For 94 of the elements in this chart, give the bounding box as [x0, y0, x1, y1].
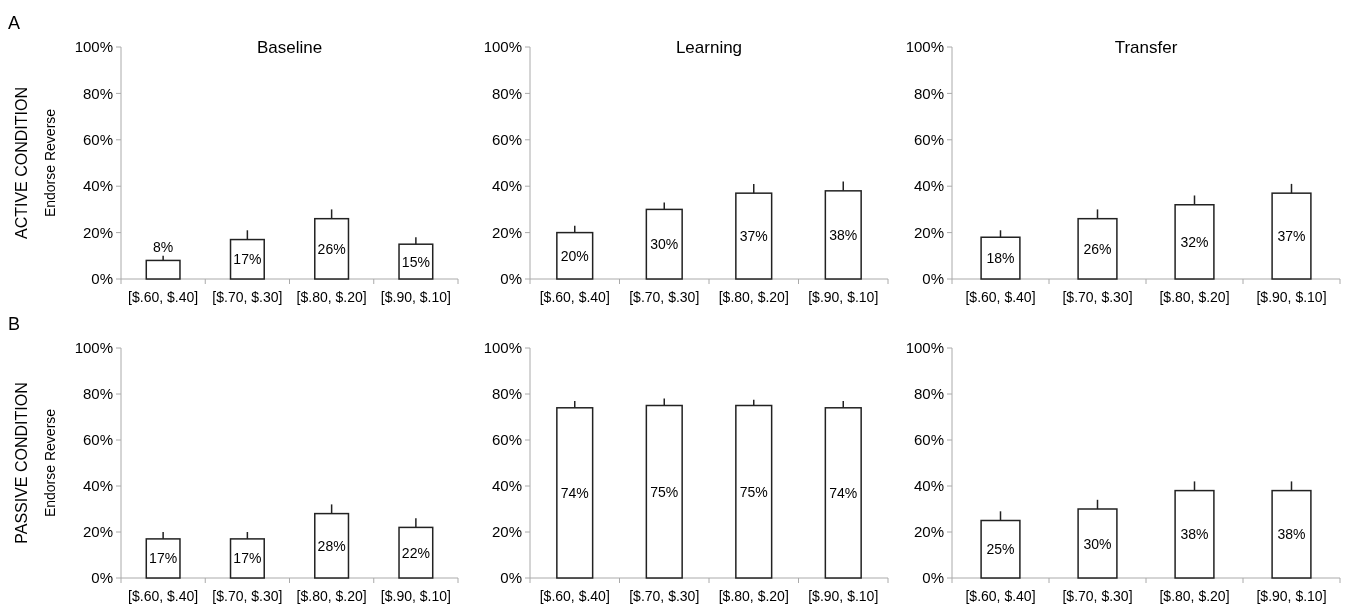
y-tick-label: 100% [905, 38, 944, 56]
data-label: 26% [317, 240, 346, 257]
y-tick-label: 60% [491, 431, 522, 449]
y-tick-label: 0% [500, 569, 522, 587]
x-tick-label: [$.80, $.20] [296, 588, 367, 604]
text: A [8, 13, 21, 33]
y-tick-label: 80% [491, 84, 522, 102]
data-label: 38% [1277, 526, 1306, 543]
y-tick-label: 20% [82, 523, 113, 541]
x-tick-label: [$.80, $.20] [1159, 588, 1230, 604]
y-tick-label: 40% [82, 477, 113, 495]
data-label: 17% [233, 251, 262, 268]
data-label: 17% [149, 550, 178, 567]
data-label: 25% [986, 541, 1015, 558]
y-tick-label: 80% [82, 385, 113, 403]
text: PASSIVE CONDITION [13, 382, 30, 544]
text: B [8, 314, 21, 334]
x-tick-label: [$.80, $.20] [718, 588, 789, 604]
data-label: 15% [401, 253, 430, 270]
y-tick-label: 20% [913, 523, 944, 541]
chart-title: Baseline [256, 38, 323, 57]
y-tick-label: 60% [82, 131, 113, 149]
data-label: 32% [1180, 233, 1209, 250]
data-label: 30% [1083, 535, 1112, 552]
y-tick-label: 20% [82, 223, 113, 241]
y-tick-label: 0% [500, 270, 522, 288]
x-tick-label: [$.60, $.40] [128, 588, 199, 604]
x-tick-label: [$.60, $.40] [539, 588, 610, 604]
y-tick-label: 0% [922, 270, 944, 288]
y-tick-label: 100% [905, 339, 944, 357]
x-tick-label: [$.70, $.30] [629, 588, 700, 604]
data-label: 75% [650, 483, 679, 500]
data-label: 22% [401, 544, 430, 561]
x-tick-label: [$.90, $.10] [1256, 588, 1327, 604]
x-tick-label: [$.90, $.10] [1256, 289, 1327, 305]
y-tick-label: 60% [913, 131, 944, 149]
y-tick-label: 0% [922, 569, 944, 587]
data-label: 8% [153, 239, 174, 256]
x-tick-label: [$.80, $.20] [718, 289, 789, 305]
x-tick-label: [$.80, $.20] [1159, 289, 1230, 305]
x-tick-label: [$.70, $.30] [212, 588, 283, 604]
data-label: 28% [317, 537, 346, 554]
x-tick-label: [$.70, $.30] [212, 289, 283, 305]
data-label: 37% [1277, 228, 1306, 245]
y-tick-label: 100% [483, 339, 522, 357]
y-tick-label: 60% [913, 431, 944, 449]
y-tick-label: 20% [491, 223, 522, 241]
y-tick-label: 40% [491, 477, 522, 495]
data-label: 74% [829, 484, 858, 501]
x-tick-label: [$.60, $.40] [965, 289, 1036, 305]
y-tick-label: 60% [491, 131, 522, 149]
x-tick-label: [$.60, $.40] [539, 289, 610, 305]
data-label: 74% [560, 484, 589, 501]
y-tick-label: 40% [913, 177, 944, 195]
data-label: 75% [739, 483, 768, 500]
x-tick-label: [$.90, $.10] [380, 289, 451, 305]
chart-title: Transfer [1114, 38, 1178, 57]
data-label: 37% [739, 228, 768, 245]
y-tick-label: 20% [491, 523, 522, 541]
y-tick-label: 0% [91, 569, 113, 587]
data-label: 18% [986, 250, 1015, 267]
y-axis-title: Endorse Reverse [42, 108, 58, 218]
x-tick-label: [$.60, $.40] [128, 289, 199, 305]
y-tick-label: 80% [913, 385, 944, 403]
y-tick-label: 60% [82, 431, 113, 449]
y-tick-label: 100% [74, 339, 113, 357]
x-tick-label: [$.70, $.30] [629, 289, 700, 305]
x-tick-label: [$.70, $.30] [1062, 289, 1133, 305]
y-tick-label: 0% [91, 270, 113, 288]
data-label: 26% [1083, 240, 1112, 257]
data-label: 38% [1180, 526, 1209, 543]
y-tick-label: 20% [913, 223, 944, 241]
data-label: 17% [233, 550, 262, 567]
y-tick-label: 80% [913, 84, 944, 102]
y-tick-label: 100% [483, 38, 522, 56]
y-tick-label: 100% [74, 38, 113, 56]
y-axis-title: Endorse Reverse [42, 408, 58, 518]
x-tick-label: [$.90, $.10] [808, 588, 879, 604]
chart-title: Learning [675, 38, 743, 57]
y-tick-label: 80% [491, 385, 522, 403]
data-label: 30% [650, 236, 679, 253]
text: ACTIVE CONDITION [13, 86, 30, 240]
x-tick-label: [$.80, $.20] [296, 289, 367, 305]
x-tick-label: [$.90, $.10] [808, 289, 879, 305]
x-tick-label: [$.90, $.10] [380, 588, 451, 604]
y-tick-label: 80% [82, 84, 113, 102]
data-label: 20% [560, 247, 589, 264]
y-tick-label: 40% [491, 177, 522, 195]
y-tick-label: 40% [913, 477, 944, 495]
x-tick-label: [$.60, $.40] [965, 588, 1036, 604]
y-tick-label: 40% [82, 177, 113, 195]
bar [145, 259, 181, 280]
x-tick-label: [$.70, $.30] [1062, 588, 1133, 604]
data-label: 38% [829, 226, 858, 243]
